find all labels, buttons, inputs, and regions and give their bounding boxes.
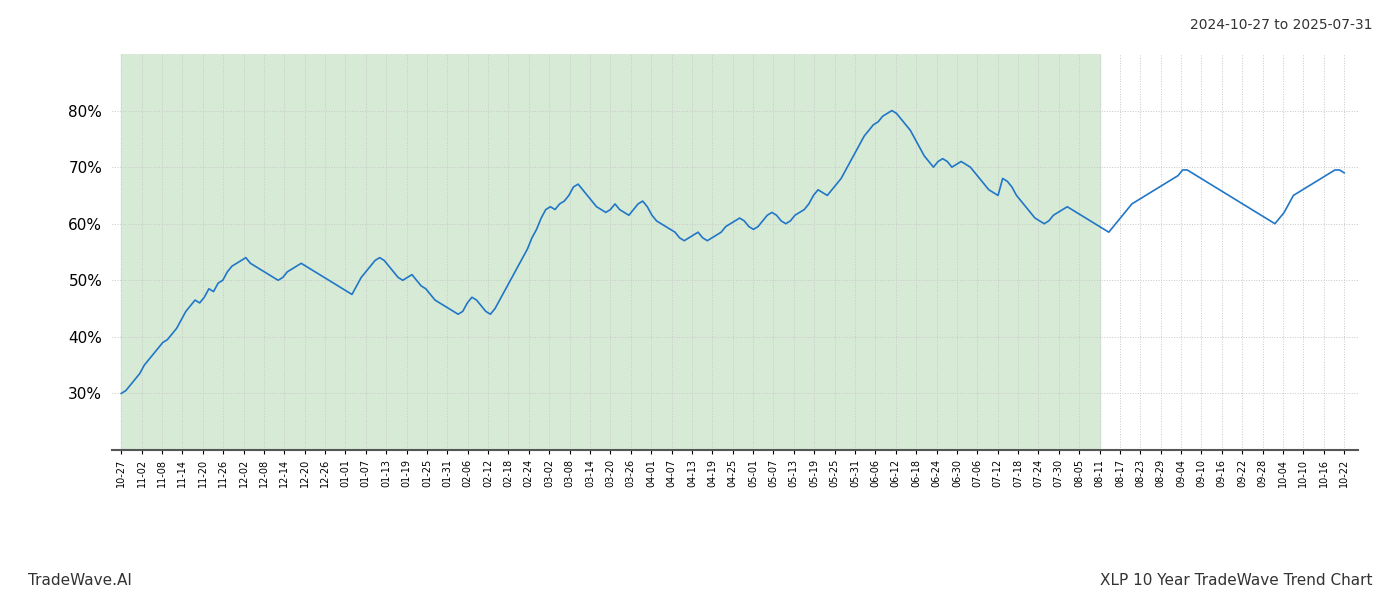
Text: XLP 10 Year TradeWave Trend Chart: XLP 10 Year TradeWave Trend Chart xyxy=(1099,573,1372,588)
Text: TradeWave.AI: TradeWave.AI xyxy=(28,573,132,588)
Text: 2024-10-27 to 2025-07-31: 2024-10-27 to 2025-07-31 xyxy=(1190,18,1372,32)
Bar xyxy=(122,54,1099,450)
